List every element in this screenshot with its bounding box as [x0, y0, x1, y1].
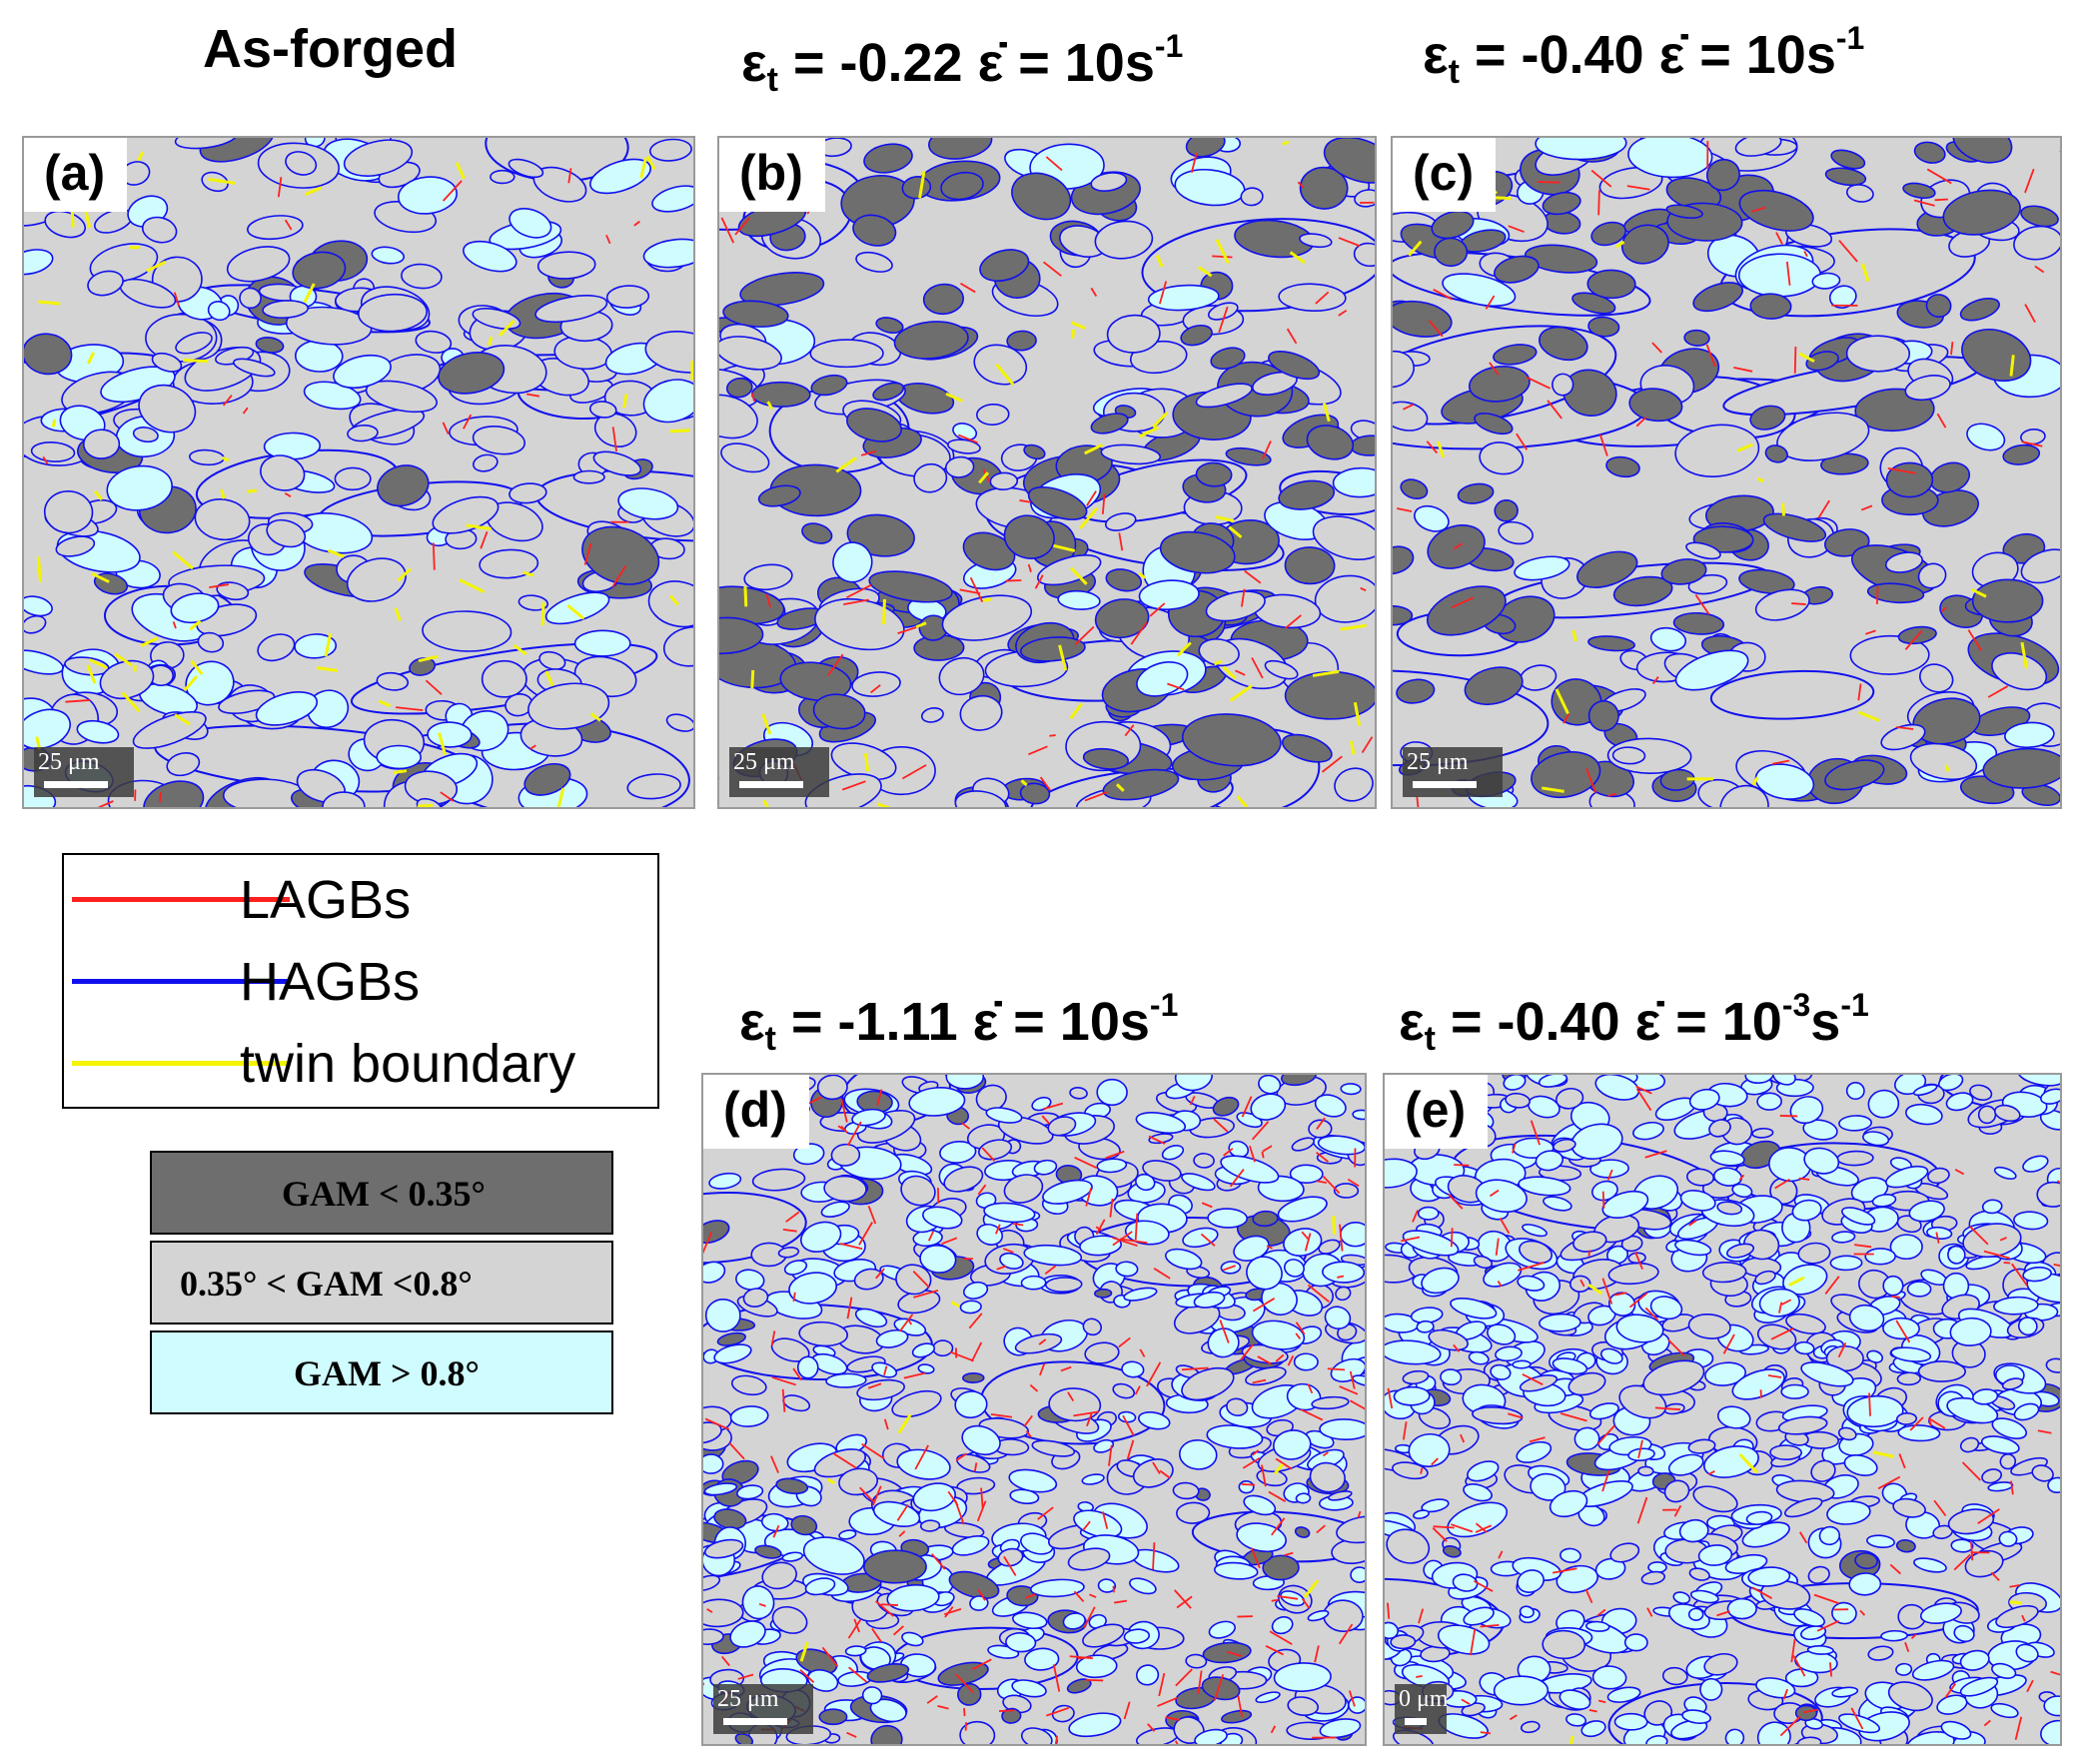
scale-bar-b: 25 μm: [729, 747, 829, 797]
micrograph-panel-a: (a) 25 μm: [22, 136, 695, 809]
legend-line-lagbs: [72, 897, 290, 902]
legend-item-lagbs: LAGBs: [64, 859, 657, 939]
grain-map-a: [24, 138, 693, 807]
scale-bar-e: 0 μm: [1395, 1684, 1449, 1734]
gam-legend-low: GAM < 0.35°: [150, 1151, 613, 1235]
legend-label-hagbs: HAGBs: [240, 952, 421, 1012]
gam-legend-high: GAM > 0.8°: [150, 1330, 613, 1414]
legend-item-twin: twin boundary: [64, 1023, 657, 1103]
title-e: εt = -0.40 ε̇ = 10-3s-1: [1399, 987, 1869, 1058]
boundary-legend: LAGBs HAGBs twin boundary: [62, 853, 659, 1109]
gam-legend-mid: 0.35° < GAM <0.8°: [150, 1241, 613, 1324]
scale-bar-c: 25 μm: [1403, 747, 1503, 797]
micrograph-panel-d: (d) 25 μm: [701, 1073, 1367, 1746]
micrograph-panel-c: (c) 25 μm: [1391, 136, 2062, 809]
grain-map-b: [719, 138, 1375, 807]
micrograph-panel-e: (e) 0 μm: [1383, 1073, 2062, 1746]
panel-label-b: (b): [719, 138, 825, 212]
legend-label-twin: twin boundary: [240, 1034, 576, 1094]
title-c: εt = -0.40 ε̇ = 10s-1: [1423, 20, 1865, 91]
panel-label-c: (c): [1393, 138, 1497, 212]
legend-label-lagbs: LAGBs: [240, 870, 412, 930]
title-d: εt = -1.11 ε̇ = 10s-1: [739, 987, 1179, 1058]
scale-bar-d: 25 μm: [713, 1684, 813, 1734]
grain-map-c: [1393, 138, 2060, 807]
panel-label-e: (e): [1385, 1075, 1489, 1149]
legend-line-twin: [72, 1061, 290, 1066]
title-a: As-forged: [203, 19, 458, 79]
legend-line-hagbs: [72, 979, 290, 984]
micrograph-panel-b: (b) 25 μm: [717, 136, 1377, 809]
panel-label-a: (a): [24, 138, 128, 212]
panel-label-d: (d): [703, 1075, 809, 1149]
title-b: εt = -0.22 ε̇ = 10s-1: [741, 28, 1184, 99]
grain-map-e: [1385, 1075, 2060, 1744]
legend-item-hagbs: HAGBs: [64, 941, 657, 1021]
grain-map-d: [703, 1075, 1365, 1744]
scale-bar-a: 25 μm: [34, 747, 134, 797]
